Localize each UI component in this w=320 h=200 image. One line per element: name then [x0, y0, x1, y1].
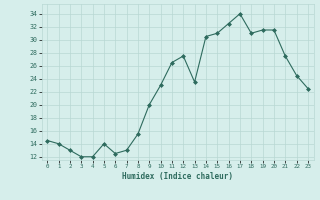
X-axis label: Humidex (Indice chaleur): Humidex (Indice chaleur)	[122, 172, 233, 181]
